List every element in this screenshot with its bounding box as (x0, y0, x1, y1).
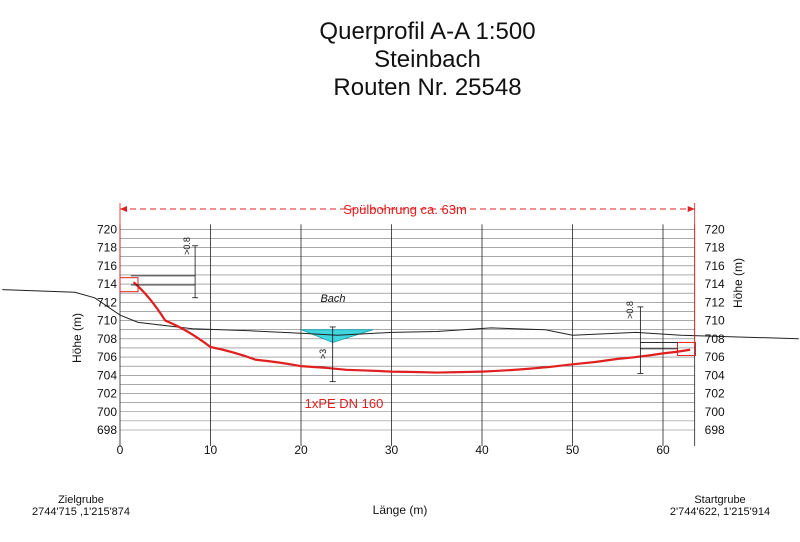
creek-label: Bach (320, 293, 345, 305)
y-tick-label-left: 700 (97, 405, 117, 419)
x-tick-label: 0 (117, 443, 124, 457)
creek-water (300, 329, 374, 343)
y-tick-label-left: 720 (97, 222, 117, 236)
y-tick-label-right: 718 (705, 241, 725, 255)
cover-label-left: >0.8 (182, 237, 192, 255)
x-tick-label: 60 (656, 443, 670, 457)
y-tick-label-left: 712 (97, 295, 117, 309)
y-tick-label-right: 706 (705, 350, 725, 364)
start-pit-box (676, 341, 696, 356)
x-tick-label: 50 (566, 443, 580, 457)
cover-label-right: >0.8 (625, 301, 635, 319)
start-pit-name: Startgrube (694, 494, 746, 506)
start-pit-coords: 2'744'622, 1'215'914 (669, 506, 771, 518)
y-tick-label-right: 710 (705, 314, 725, 328)
title-line-2: Steinbach (374, 46, 481, 73)
y-tick-label-right: 708 (705, 332, 725, 346)
annotations (119, 203, 696, 383)
terrain-line (2, 289, 799, 340)
x-axis-label: Länge (m) (373, 503, 428, 517)
y-tick-label-right: 714 (705, 277, 725, 291)
y-axis-label-right: Höhe (m) (731, 258, 745, 308)
y-tick-label-right: 702 (705, 387, 725, 401)
title-line-3: Routen Nr. 25548 (333, 74, 522, 101)
y-tick-label-right: 704 (705, 368, 725, 382)
grid (119, 224, 696, 446)
arrow-right (687, 206, 695, 212)
y-tick-label-left: 708 (97, 332, 117, 346)
y-tick-label-left: 718 (97, 241, 117, 255)
title-block: Querprofil A-A 1:500 Steinbach Routen Nr… (0, 18, 800, 102)
y-tick-label-left: 716 (97, 259, 117, 273)
x-tick-label: 20 (294, 443, 308, 457)
profile-lines (2, 281, 799, 374)
cover-label-creek: >3 (318, 349, 328, 359)
y-tick-label-right: 698 (705, 423, 725, 437)
y-tick-label-left: 714 (97, 277, 117, 291)
x-tick-label: 40 (475, 443, 489, 457)
y-tick-label-right: 712 (705, 295, 725, 309)
y-tick-label-left: 704 (97, 368, 117, 382)
x-tick-label: 10 (204, 443, 218, 457)
tick-labels: 698 698 700 700 702 702 704 704 706 706 708 708 710 7… (97, 222, 725, 457)
y-tick-label-left: 698 (97, 423, 117, 437)
arrow-left (120, 206, 127, 212)
target-pit-name: Zielgrube (58, 494, 104, 506)
target-pit: Zielgrube 2744'715 ,1'215'874 (18, 494, 144, 518)
drill-annotation: Spülbohrung ca. 63m (343, 202, 467, 217)
target-pit-coords: 2744'715 ,1'215'874 (31, 506, 131, 518)
y-tick-label-right: 700 (705, 405, 725, 419)
drill-path (132, 281, 691, 374)
y-tick-label-right: 720 (705, 222, 725, 236)
title-line-1: Querprofil A-A 1:500 (319, 18, 536, 45)
x-tick-label: 30 (385, 443, 399, 457)
start-pit: Startgrube 2'744'622, 1'215'914 (650, 494, 790, 518)
y-tick-label-right: 716 (705, 259, 725, 273)
y-tick-label-left: 702 (97, 387, 117, 401)
y-tick-label-left: 710 (97, 314, 117, 328)
y-tick-label-left: 706 (97, 350, 117, 364)
pipe-label: 1xPE DN 160 (305, 396, 384, 411)
y-axis-label-left: Höhe (m) (70, 313, 84, 363)
